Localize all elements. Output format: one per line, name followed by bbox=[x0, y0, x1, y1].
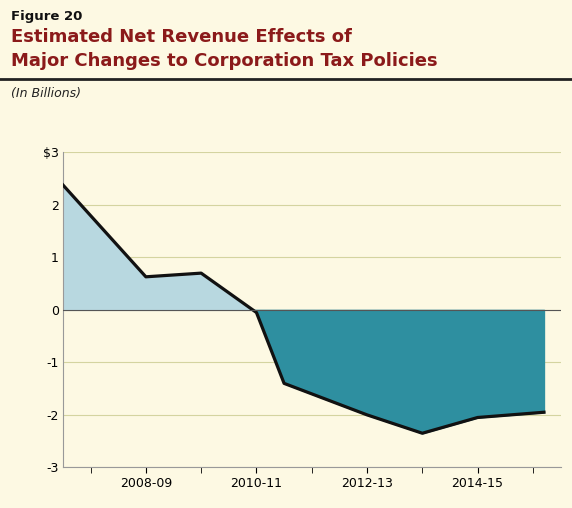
Text: Figure 20: Figure 20 bbox=[11, 10, 83, 23]
Text: (In Billions): (In Billions) bbox=[11, 87, 81, 101]
Text: Major Changes to Corporation Tax Policies: Major Changes to Corporation Tax Policie… bbox=[11, 52, 438, 70]
Text: Estimated Net Revenue Effects of: Estimated Net Revenue Effects of bbox=[11, 28, 352, 46]
